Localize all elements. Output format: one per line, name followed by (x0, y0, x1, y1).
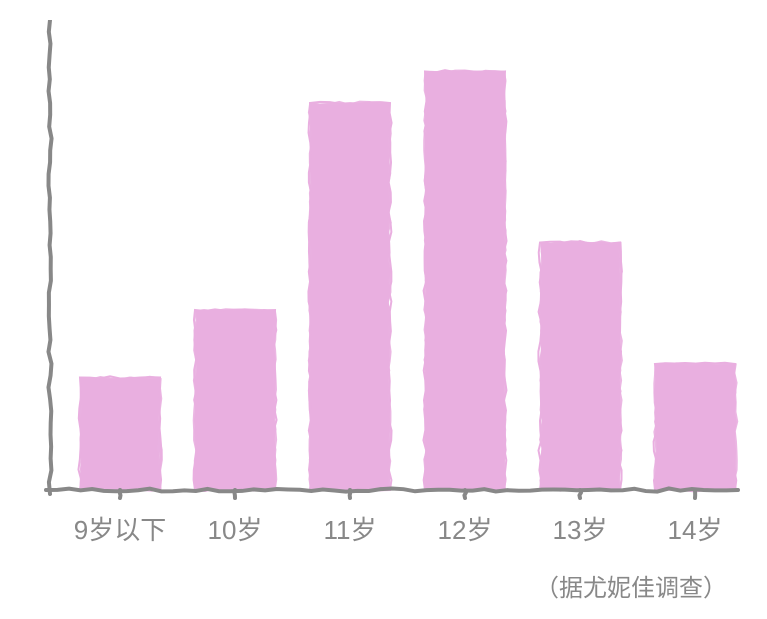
bar (423, 70, 507, 491)
bar-chart: 9岁以下 10岁 11岁 12岁 13岁 14岁 (40, 20, 740, 580)
x-label: 9岁以下 (74, 510, 166, 547)
bar (193, 308, 278, 491)
x-axis-labels: 9岁以下 10岁 11岁 12岁 13岁 14岁 (40, 510, 740, 550)
x-label: 12岁 (438, 510, 493, 547)
bar (78, 376, 162, 493)
x-label: 14岁 (668, 510, 723, 547)
source-text: （据尤妮佳调查） (535, 568, 727, 603)
x-label: 11岁 (324, 510, 377, 547)
bar (653, 362, 738, 491)
bar (538, 240, 623, 492)
y-axis (48, 20, 51, 494)
chart-plot (40, 20, 740, 500)
x-label: 13岁 (553, 510, 608, 547)
x-label: 10岁 (208, 510, 263, 547)
bar (308, 101, 392, 492)
